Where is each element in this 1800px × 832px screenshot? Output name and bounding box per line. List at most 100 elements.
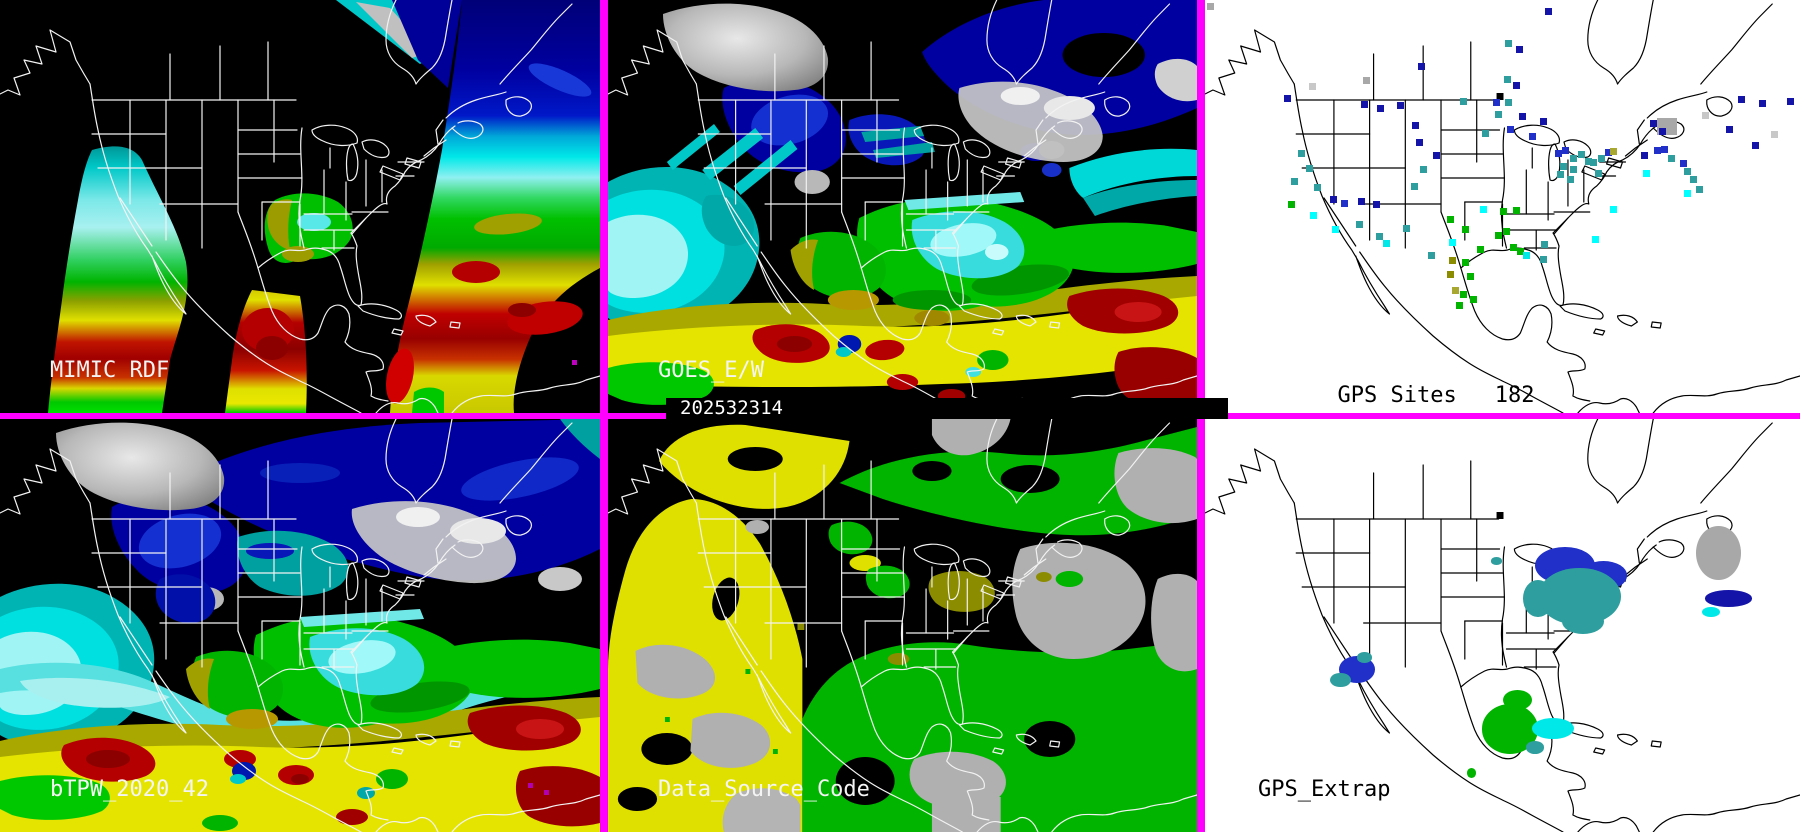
panel-mimic-rdf[interactable]: MIMIC RDF: [0, 0, 600, 413]
gps-site-marker: [1466, 272, 1474, 280]
gps-site-marker: [1462, 225, 1470, 233]
gps-site-marker: [1410, 182, 1418, 190]
gps-site-marker: [1516, 45, 1524, 53]
gps-site-marker: [1291, 178, 1299, 185]
basemap-gps-extrap: [1205, 419, 1800, 832]
gps-site-marker: [1654, 147, 1662, 155]
gps-site-marker: [1382, 239, 1390, 247]
gps-extrap-region: [1562, 608, 1604, 634]
gps-site-marker: [1758, 99, 1766, 107]
gps-extrap-region: [1532, 718, 1574, 740]
gps-site-marker: [1363, 76, 1371, 84]
gps-extrap-regions: [1205, 419, 1800, 832]
gps-site-marker: [1376, 104, 1384, 112]
gps-site-marker: [1503, 227, 1511, 235]
gps-extrap-region: [1356, 652, 1372, 663]
gps-site-marker: [1416, 139, 1424, 147]
gps-site-marker: [1309, 83, 1317, 90]
panel-gps-sites[interactable]: GPS Sites 182: [1205, 0, 1800, 413]
panel-gps-extrap[interactable]: GPS_Extrap: [1205, 419, 1800, 832]
gps-site-marker: [1529, 132, 1537, 140]
satellite-image-data-source-code: [608, 419, 1197, 832]
gps-site-marker: [1683, 168, 1691, 176]
gps-site-marker: [1610, 147, 1618, 155]
gps-extrap-region: [1695, 526, 1741, 581]
gps-site-marker: [1770, 130, 1778, 138]
gps-site-marker: [1519, 113, 1527, 121]
gps-site-marker: [1460, 291, 1468, 299]
gps-site-marker: [1419, 166, 1427, 174]
gps-site-marker: [1726, 125, 1734, 133]
gps-site-marker: [1701, 111, 1709, 119]
gps-site-marker: [1557, 170, 1565, 178]
gps-site-marker: [1658, 128, 1666, 136]
gps-site-marker: [1494, 111, 1502, 119]
gps-site-marker: [1522, 251, 1530, 259]
panel-btpw[interactable]: bTPW_2020_42: [0, 419, 600, 832]
gps-site-marker: [1594, 170, 1602, 178]
gps-site-marker: [1544, 7, 1552, 15]
gps-site-marker: [1569, 154, 1577, 162]
gps-extrap-region: [1329, 672, 1351, 688]
gps-site-marker: [1642, 170, 1650, 178]
gps-site-marker: [1492, 99, 1500, 107]
gps-site-marker: [1507, 125, 1515, 133]
gps-extrap-region: [1490, 557, 1503, 565]
gps-site-marker: [1539, 118, 1547, 126]
gps-site-marker: [1516, 247, 1524, 255]
timestamp-bar: 202532314: [666, 398, 1228, 419]
gps-site-marker: [1679, 159, 1687, 167]
gps-site-marker: [1667, 154, 1675, 162]
gps-extrap-region: [1526, 741, 1545, 754]
gps-site-marker: [1447, 215, 1455, 223]
gps-site-marker: [1428, 251, 1436, 259]
gps-extrap-region: [1704, 590, 1753, 607]
gps-site-marker: [1372, 201, 1380, 209]
gps-site-marker: [1539, 256, 1547, 264]
gps-extrap-region: [1466, 767, 1477, 778]
gps-site-marker: [1397, 102, 1405, 109]
satellite-image-btpw: [0, 419, 600, 832]
gps-site-marker: [1456, 301, 1464, 309]
gps-site-marker: [1562, 147, 1569, 155]
gps-site-marker: [1412, 121, 1420, 129]
gps-extrap-region: [1502, 689, 1533, 711]
gps-site-marker: [1329, 196, 1337, 204]
gps-site-marker: [1309, 211, 1317, 219]
gps-site-marker: [1482, 130, 1490, 138]
satellite-image-mimic-rdf: [0, 0, 600, 413]
gps-site-marker: [1786, 97, 1794, 105]
gps-site-marker: [1589, 159, 1597, 166]
gps-site-marker: [1695, 185, 1703, 193]
gps-site-marker: [1604, 149, 1612, 157]
basemap-gps-sites: [1205, 0, 1800, 413]
gps-site-marker: [1331, 225, 1339, 233]
gps-site-marker: [1494, 232, 1502, 240]
gps-site-marker: [1448, 239, 1456, 247]
panel-data-source-code[interactable]: Data_Source_Code: [608, 419, 1197, 832]
gps-site-marker: [1569, 166, 1577, 174]
gps-site-marker: [1418, 63, 1425, 71]
gps-site-marker: [1650, 120, 1658, 128]
gps-site-marker: [1462, 258, 1470, 266]
gps-site-marker: [1598, 154, 1606, 162]
gps-site-markers: [1205, 0, 1800, 413]
gps-extrap-region: [1523, 580, 1554, 618]
gps-site-marker: [1357, 197, 1365, 205]
gps-site-marker: [1504, 99, 1512, 107]
panel-goes-ew[interactable]: GOES_E/W: [608, 0, 1197, 413]
gps-site-marker: [1403, 225, 1411, 233]
gps-site-marker: [1432, 151, 1440, 159]
gps-site-marker: [1287, 201, 1295, 209]
gps-site-marker: [1660, 146, 1668, 154]
gps-site-marker: [1206, 2, 1214, 10]
gps-site-marker: [1641, 151, 1649, 159]
gps-site-marker: [1610, 206, 1618, 214]
gps-site-marker: [1375, 232, 1383, 240]
gps-site-marker: [1306, 165, 1314, 173]
gps-site-marker: [1541, 241, 1549, 249]
gps-site-marker: [1737, 95, 1745, 103]
gps-site-marker: [1504, 40, 1512, 48]
gps-site-marker: [1504, 75, 1512, 83]
